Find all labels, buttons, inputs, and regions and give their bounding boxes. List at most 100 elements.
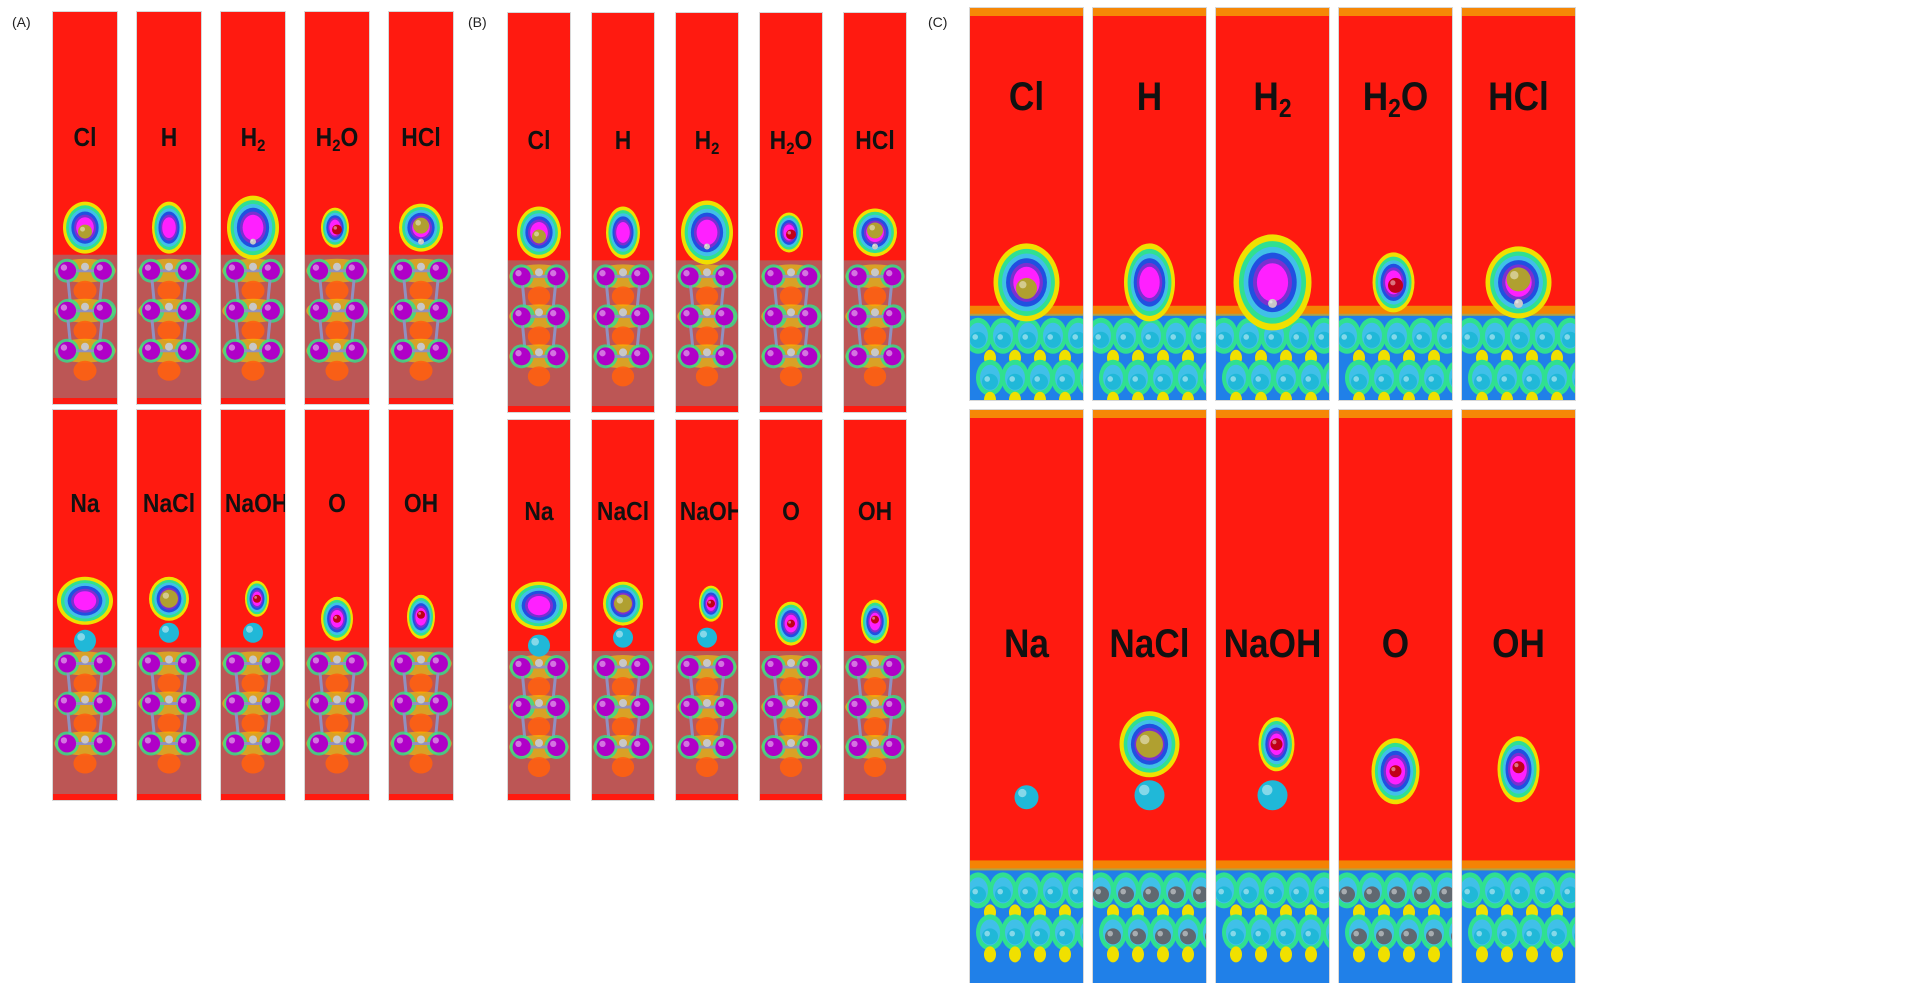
species-label: NaCl xyxy=(596,496,650,526)
substrate-atom xyxy=(1512,331,1528,348)
substrate-atom xyxy=(1414,331,1430,348)
substrate-atom xyxy=(596,658,615,676)
panel-c-h: H xyxy=(1093,8,1206,400)
substrate-atom xyxy=(58,694,77,713)
substrate-lattice xyxy=(1093,860,1206,983)
adsorbate-h2-density xyxy=(681,200,733,265)
species-label: H xyxy=(160,121,178,152)
substrate-atom xyxy=(1499,928,1515,945)
substrate-atom xyxy=(1376,373,1392,390)
substrate-atom xyxy=(1155,928,1171,945)
panel-a-cl: Cl xyxy=(53,12,117,404)
substrate-lattice xyxy=(760,260,822,406)
substrate-atom xyxy=(883,307,902,326)
adsorbate-naoh-o xyxy=(707,599,715,608)
substrate-atom xyxy=(1414,886,1430,903)
substrate-atom xyxy=(1266,886,1282,903)
substrate-atom xyxy=(1205,377,1206,386)
substrate-atom xyxy=(1155,373,1171,390)
substrate-atom xyxy=(394,261,413,280)
substrate-atom xyxy=(1032,373,1048,390)
substrate-atom xyxy=(680,658,699,676)
species-label: H xyxy=(1136,74,1163,119)
substrate-atom xyxy=(982,928,998,945)
substrate-lattice xyxy=(1339,305,1452,400)
section-label-a: (A) xyxy=(12,14,31,30)
substrate-atom xyxy=(631,267,650,286)
substrate-atom xyxy=(177,341,196,360)
panel-c-na: Na xyxy=(970,410,1083,983)
substrate-lattice xyxy=(1093,305,1206,400)
substrate-atom xyxy=(142,341,161,360)
substrate-atom xyxy=(226,694,245,713)
substrate-atom xyxy=(142,734,161,753)
substrate-atom xyxy=(177,694,196,713)
adsorbate-o-atom xyxy=(787,619,795,628)
substrate-atom xyxy=(93,734,112,753)
substrate-atom xyxy=(680,307,699,326)
substrate-atom xyxy=(547,738,566,756)
substrate-atom xyxy=(512,738,531,756)
substrate-atom xyxy=(1401,928,1417,945)
substrate-atom xyxy=(1193,331,1206,348)
substrate-atom xyxy=(1241,886,1257,903)
adsorbate-h2-density xyxy=(227,195,279,260)
substrate-atom xyxy=(310,341,329,360)
substrate-atom xyxy=(680,738,699,756)
substrate-atom xyxy=(764,698,783,716)
species-label: NaCl xyxy=(1109,622,1190,666)
adsorbate-nacl-cl xyxy=(614,594,632,613)
species-label: NaOH xyxy=(224,488,285,518)
substrate-atom xyxy=(1316,886,1329,903)
substrate-atom xyxy=(883,267,902,286)
substrate-atom xyxy=(1426,373,1442,390)
species-label: O xyxy=(782,496,800,526)
species-label: H xyxy=(614,124,632,155)
substrate-atom xyxy=(512,307,531,326)
panel-b-h2: H2 xyxy=(676,13,738,412)
substrate-lattice xyxy=(844,260,906,406)
substrate-atom xyxy=(177,301,196,320)
substrate-atom xyxy=(261,694,280,713)
substrate-atom xyxy=(177,734,196,753)
species-label: H2 xyxy=(694,124,720,158)
species-label: Na xyxy=(524,496,554,526)
substrate-lattice xyxy=(844,651,906,794)
substrate-atom xyxy=(58,341,77,360)
substrate-atom xyxy=(310,734,329,753)
species-label: NaCl xyxy=(142,488,196,518)
panel-a-na: Na xyxy=(53,410,117,800)
panel-b-o: O xyxy=(760,420,822,800)
panel-a-o: O xyxy=(305,410,369,800)
adsorbate-nacl-cl xyxy=(1136,730,1163,758)
substrate-atom xyxy=(512,267,531,286)
adsorbate-h2o-atom xyxy=(786,229,796,240)
panel-b-oh: OH xyxy=(844,420,906,800)
substrate-atom xyxy=(429,261,448,280)
substrate-lattice xyxy=(1462,860,1575,983)
adsorbate-naoh-na xyxy=(697,627,717,648)
substrate-lattice xyxy=(137,254,201,398)
substrate-atom xyxy=(1045,331,1061,348)
substrate-atom xyxy=(261,654,280,673)
substrate-atom xyxy=(883,738,902,756)
species-label: Cl xyxy=(1008,74,1045,119)
substrate-atom xyxy=(1451,932,1452,941)
substrate-atom xyxy=(1549,373,1565,390)
species-label: OH xyxy=(857,496,893,526)
substrate-atom xyxy=(93,261,112,280)
substrate-atom xyxy=(58,734,77,753)
species-label: NaOH xyxy=(679,496,738,526)
substrate-atom xyxy=(93,694,112,713)
substrate-atom xyxy=(799,307,818,326)
substrate-atom xyxy=(1228,373,1244,390)
adsorbate-oh-atom xyxy=(871,615,879,624)
adsorbate-naoh-na xyxy=(243,622,263,643)
substrate-atom xyxy=(1328,932,1329,941)
substrate-atom xyxy=(177,261,196,280)
substrate-lattice xyxy=(389,647,453,794)
substrate-atom xyxy=(1451,377,1452,386)
substrate-lattice xyxy=(53,254,117,398)
substrate-atom xyxy=(1168,886,1184,903)
panel-a-oh: OH xyxy=(389,410,453,800)
